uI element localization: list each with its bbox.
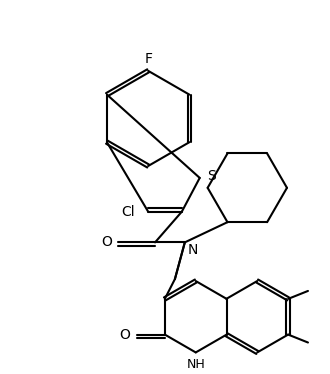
Text: NH: NH xyxy=(186,358,205,371)
Text: F: F xyxy=(144,52,152,66)
Text: Cl: Cl xyxy=(121,205,135,219)
Text: S: S xyxy=(207,169,216,183)
Text: N: N xyxy=(187,243,198,257)
Text: O: O xyxy=(101,235,112,249)
Text: O: O xyxy=(120,328,131,341)
